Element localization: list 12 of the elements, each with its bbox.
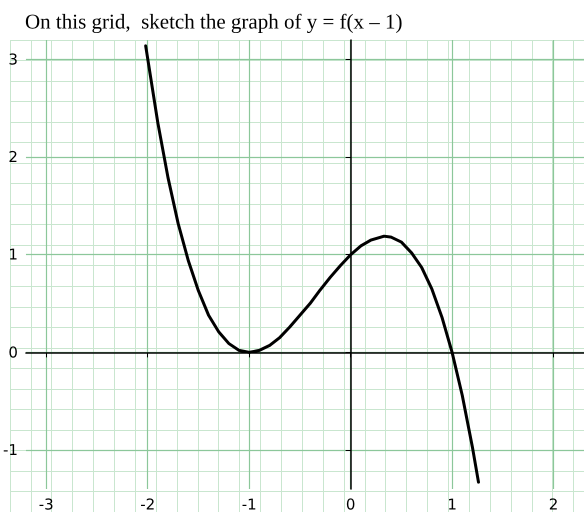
x-tick-label: 0 — [346, 496, 356, 512]
y-tick-label: -1 — [2, 440, 18, 459]
y-tick-label: 2 — [8, 148, 18, 166]
y-tick-label: 3 — [8, 50, 18, 69]
x-tick-label: -2 — [140, 496, 156, 512]
x-tick-label: 2 — [548, 496, 558, 512]
chart-title: On this grid, sketch the graph of y = f(x – 1) — [25, 10, 403, 34]
y-tick-label: 1 — [8, 246, 18, 264]
x-tick-label: 1 — [447, 496, 457, 512]
x-tick-label: -3 — [38, 496, 54, 512]
x-tick-label: -1 — [242, 496, 257, 512]
y-tick-label: 0 — [8, 343, 18, 362]
